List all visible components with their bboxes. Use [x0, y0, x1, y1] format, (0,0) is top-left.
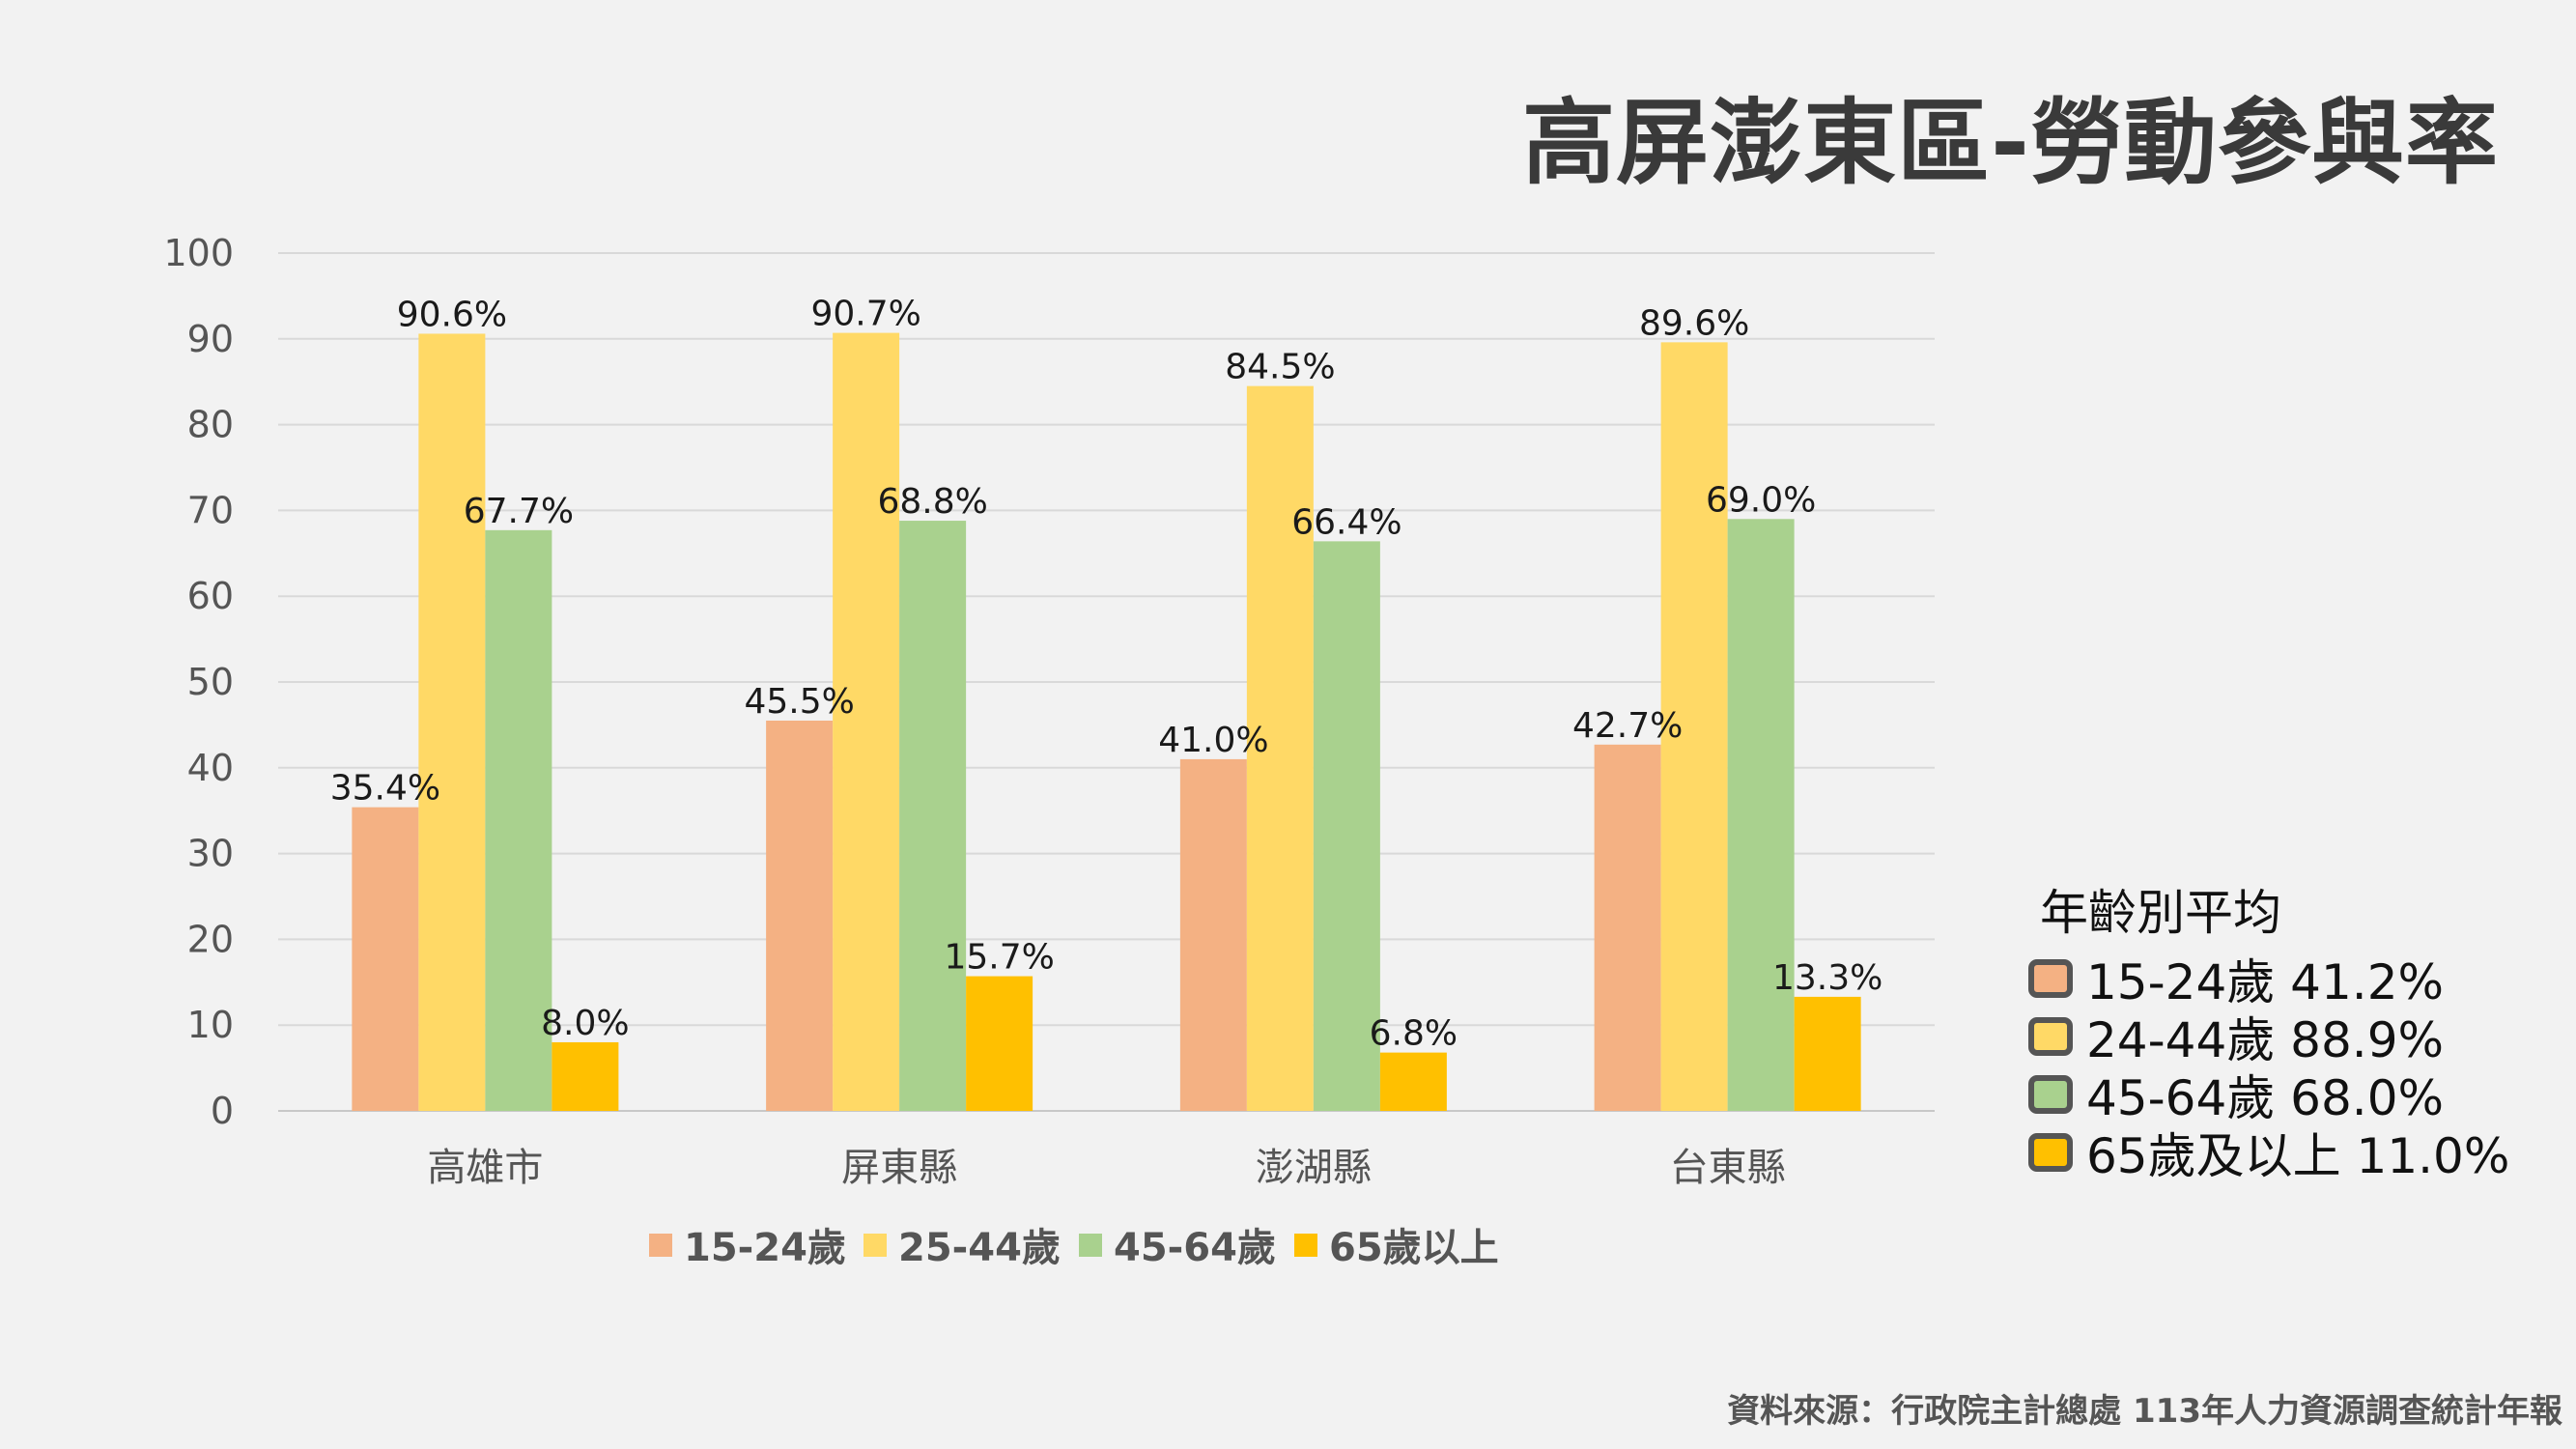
bar: [966, 976, 1033, 1111]
data-label: 84.5%: [1225, 348, 1335, 387]
legend-swatch: [863, 1234, 887, 1257]
data-label: 13.3%: [1772, 958, 1882, 998]
age-average-panel: 年齡別平均 15-24歲 41.2% 24-44歲 88.9% 45-64歲 6…: [2028, 874, 2509, 1184]
bar: [1179, 758, 1247, 1111]
data-label: 90.7%: [810, 295, 920, 334]
category-label: 澎湖縣: [1256, 1146, 1372, 1190]
bar: [352, 807, 419, 1111]
bar: [552, 1041, 619, 1111]
chart-gridlines: [278, 252, 1935, 1112]
data-label: 8.0%: [541, 1004, 629, 1043]
age-average-row: 65歲及以上 11.0%: [2028, 1123, 2509, 1184]
age-average-row: 45-64歲 68.0%: [2028, 1065, 2509, 1126]
bar: [418, 333, 486, 1111]
bar: [1313, 541, 1380, 1111]
age-average-row: 15-24歲 41.2%: [2028, 950, 2509, 1010]
chart-bars: [352, 332, 1861, 1112]
y-tick-label: 30: [187, 833, 234, 875]
data-label: 35.4%: [330, 769, 440, 809]
chart-legend: 15-24歲 25-44歲 45-64歲 65歲以上: [649, 1226, 1499, 1270]
bar: [899, 521, 967, 1111]
age-average-swatch: [2028, 1133, 2073, 1172]
data-label: 66.4%: [1291, 502, 1401, 542]
data-label: 90.6%: [397, 295, 507, 334]
legend-label: 65歲以上: [1329, 1226, 1499, 1270]
bar: [1246, 385, 1314, 1111]
data-label: 89.6%: [1639, 303, 1749, 343]
bar: [766, 720, 834, 1111]
y-tick-label: 70: [187, 489, 234, 531]
x-axis-categories: 高雄市 屏東縣 澎湖縣 台東縣: [427, 1146, 1785, 1190]
bar: [485, 529, 552, 1111]
age-average-label: 15-24歲 41.2%: [2086, 954, 2445, 1010]
y-tick-label: 90: [187, 318, 234, 360]
bar: [1727, 519, 1795, 1111]
y-axis-ticks: 0 10 20 30 40 50 60 70 80 90 100: [163, 232, 234, 1132]
page-title: 高屏澎東區-勞動參與率: [1522, 89, 2499, 197]
age-average-label: 24-44歲 88.9%: [2086, 1012, 2445, 1068]
y-tick-label: 20: [187, 918, 234, 960]
y-tick-label: 60: [187, 575, 234, 617]
legend-label: 45-64歲: [1114, 1226, 1276, 1270]
data-label: 41.0%: [1158, 721, 1268, 760]
data-label: 68.8%: [877, 482, 987, 522]
y-tick-label: 10: [187, 1004, 234, 1046]
bar: [1594, 744, 1661, 1111]
bar: [1794, 996, 1861, 1111]
source-note: 資料來源：行政院主計總處 113年人力資源調查統計年報: [1727, 1392, 2562, 1431]
age-average-swatch: [2028, 959, 2073, 998]
data-label: 15.7%: [944, 938, 1054, 978]
category-label: 高雄市: [427, 1146, 543, 1190]
legend-swatch: [649, 1234, 672, 1257]
data-label: 69.0%: [1706, 480, 1816, 520]
bar: [1660, 342, 1728, 1111]
age-average-label: 45-64歲 68.0%: [2086, 1070, 2445, 1126]
legend-label: 15-24歲: [684, 1226, 846, 1270]
age-average-swatch: [2028, 1075, 2073, 1114]
chart-data-labels: 35.4% 90.6% 67.7% 8.0% 45.5% 90.7% 68.8% 15.7% 4…: [330, 295, 1883, 1054]
data-label: 6.8%: [1370, 1014, 1458, 1054]
bar-chart: 0 10 20 30 40 50 60 70 80 90 100 35.4% 90.6% 67.7% 8.…: [163, 232, 1935, 1270]
legend-swatch: [1294, 1234, 1317, 1257]
age-average-title: 年齡別平均: [2040, 885, 2281, 941]
legend-swatch: [1079, 1234, 1102, 1257]
y-tick-label: 80: [187, 404, 234, 446]
age-average-swatch: [2028, 1017, 2073, 1056]
bar: [833, 332, 900, 1112]
data-label: 45.5%: [744, 682, 854, 722]
y-tick-label: 40: [187, 747, 234, 789]
data-label: 42.7%: [1572, 706, 1683, 746]
category-label: 屏東縣: [841, 1146, 957, 1190]
age-average-row: 24-44歲 88.9%: [2028, 1008, 2509, 1068]
y-tick-label: 0: [211, 1090, 234, 1132]
category-label: 台東縣: [1670, 1146, 1786, 1190]
legend-label: 25-44歲: [898, 1226, 1061, 1270]
y-tick-label: 100: [163, 232, 234, 274]
age-average-label: 65歲及以上 11.0%: [2086, 1128, 2510, 1184]
y-tick-label: 50: [187, 661, 234, 703]
data-label: 67.7%: [464, 492, 574, 531]
bar: [1379, 1052, 1447, 1111]
